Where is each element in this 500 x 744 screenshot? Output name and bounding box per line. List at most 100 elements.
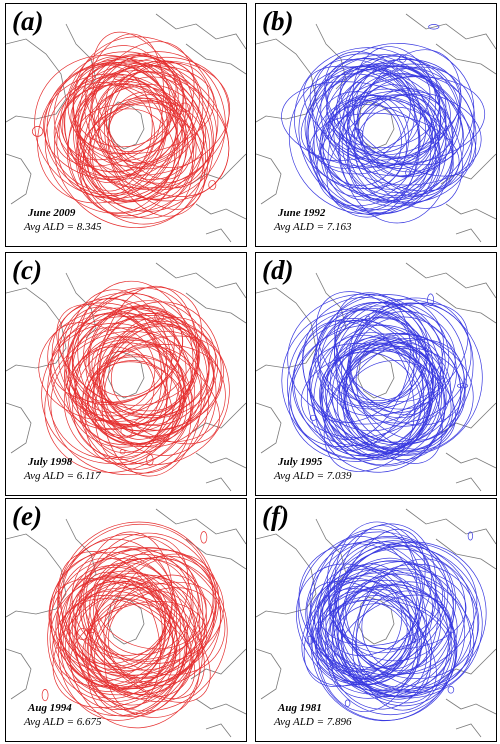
vortex-contour <box>335 302 446 402</box>
panel-letter: (f) <box>262 501 289 531</box>
vortex-contour <box>325 333 474 455</box>
map-panel: (c) July 1998 Avg ALD = 6.117 <box>5 252 247 496</box>
vortex-contour <box>341 302 472 424</box>
vortex-contour <box>320 95 410 197</box>
vortex-contour <box>356 569 449 711</box>
vortex-contours <box>31 31 231 229</box>
panel-caption: June 2009 Avg ALD = 8.345 <box>24 206 102 234</box>
coastline <box>256 533 317 618</box>
vortex-contour <box>70 65 215 155</box>
coastline <box>445 452 496 469</box>
vortex-contour <box>84 344 185 466</box>
coastline <box>155 13 246 50</box>
vortex-contour <box>313 324 447 473</box>
coastline <box>6 533 67 618</box>
coastline-group <box>6 508 246 738</box>
coastline <box>190 153 246 185</box>
vortex-contour <box>96 558 192 656</box>
vortex-contour <box>101 317 203 477</box>
vortex-contour <box>72 306 183 404</box>
coastline <box>195 698 246 715</box>
vortex-contour <box>300 65 431 162</box>
vortex-contour <box>309 541 434 669</box>
avg-ald-label: Avg ALD = 7.896 <box>274 716 352 728</box>
panel-letter: (c) <box>12 255 42 285</box>
vortex-contour <box>324 51 433 169</box>
map-panel: (e) Aug 1994 Avg ALD = 6.675 <box>5 498 247 742</box>
vortex-contour <box>343 54 441 167</box>
vortex-contour <box>281 81 436 168</box>
vortex-contour <box>324 348 436 456</box>
vortex-contours <box>281 291 483 473</box>
panel-letter: (d) <box>262 255 294 285</box>
avg-ald-label: Avg ALD = 6.675 <box>24 716 102 728</box>
vortex-contour <box>44 76 187 214</box>
vortex-contour <box>80 531 173 669</box>
vortex-contour <box>329 545 483 699</box>
date-label: June 2009 <box>28 207 76 219</box>
vortex-contour <box>327 98 420 201</box>
vortex-contour <box>308 577 408 672</box>
coastline <box>155 262 246 299</box>
coastline <box>185 538 246 570</box>
vortex-contour <box>326 65 421 154</box>
vortex-contour <box>327 586 433 710</box>
avg-ald-label: Avg ALD = 7.039 <box>274 470 352 482</box>
vortex-contour <box>56 73 164 197</box>
map-panel: (b) June 1992 Avg ALD = 7.163 <box>255 3 497 247</box>
vortex-contour <box>316 309 428 404</box>
vortex-contour <box>303 65 433 165</box>
coastline <box>195 452 246 469</box>
coastline <box>185 292 246 324</box>
polar-map <box>256 13 496 243</box>
avg-ald-label: Avg ALD = 7.163 <box>274 221 352 233</box>
vortex-contour <box>345 560 472 688</box>
panel-caption: July 1995 Avg ALD = 7.039 <box>274 455 352 483</box>
vortex-contour <box>52 587 171 687</box>
vortex-contour <box>354 106 440 194</box>
coastline <box>435 292 496 324</box>
vortex-contour <box>88 51 226 200</box>
stray-contour <box>351 128 364 139</box>
vortex-contour <box>85 532 222 686</box>
vortex-contour <box>58 84 166 178</box>
vortex-contours <box>41 521 228 729</box>
stray-contour <box>120 425 134 437</box>
vortex-contour <box>356 67 447 158</box>
stray-contour <box>427 293 435 307</box>
date-label: June 1992 <box>278 207 326 219</box>
vortex-contour <box>92 301 222 448</box>
stray-contour <box>405 169 411 177</box>
stray-contour <box>113 74 125 81</box>
polar-map <box>6 508 246 738</box>
date-label: Aug 1981 <box>278 702 322 714</box>
vortex-contour <box>75 86 197 219</box>
avg-ald-label: Avg ALD = 6.117 <box>24 470 101 482</box>
stray-contour <box>41 689 49 702</box>
date-label: July 1998 <box>28 456 73 468</box>
vortex-contour <box>98 62 210 168</box>
panel-caption: Aug 1981 Avg ALD = 7.896 <box>274 701 352 729</box>
vortex-contour <box>288 65 439 215</box>
vortex-contour <box>297 531 454 680</box>
coastline <box>315 518 347 585</box>
coastline <box>6 648 32 700</box>
vortex-contour <box>328 90 482 186</box>
coastline <box>445 203 496 220</box>
vortex-contour <box>327 536 427 670</box>
vortex-contour <box>79 41 195 179</box>
vortex-contour <box>340 584 458 707</box>
vortex-contour <box>64 64 153 184</box>
vortex-contour <box>44 63 178 196</box>
coastline <box>155 508 246 545</box>
antarctica-outline <box>357 596 395 645</box>
vortex-contour <box>342 561 446 650</box>
vortex-contour <box>57 534 199 677</box>
coastline <box>256 153 282 205</box>
panel-caption: July 1998 Avg ALD = 6.117 <box>24 455 101 483</box>
vortex-contour <box>327 536 457 662</box>
coastline <box>455 723 482 738</box>
stray-contour <box>457 383 469 389</box>
vortex-contour <box>314 294 444 410</box>
vortex-contour <box>89 76 204 212</box>
